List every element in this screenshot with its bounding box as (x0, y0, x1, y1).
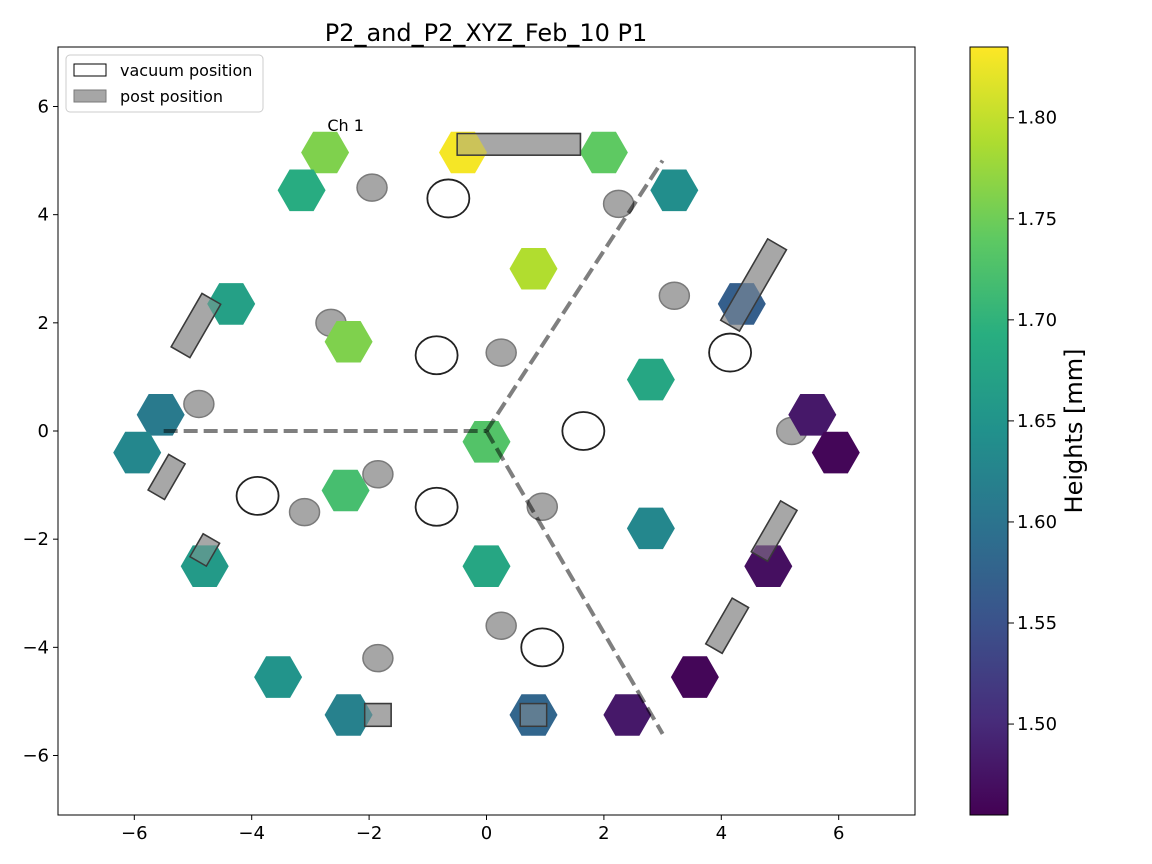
vacuum-circle-5 (414, 486, 459, 527)
post-rect-overlay-6 (704, 597, 750, 655)
post-rect-overlay-2 (170, 292, 222, 359)
post-rect-overlay-3 (147, 453, 187, 501)
hexagon-5 (509, 248, 558, 290)
colorbar-tick-label-6: 1.80 (1017, 108, 1057, 129)
legend-box (65, 54, 264, 113)
hexagon-13 (321, 469, 370, 512)
colorbar-label: Heights [mm] (1060, 349, 1088, 514)
post-circle-5 (183, 389, 215, 419)
y-tick-label-5: 4 (38, 205, 49, 226)
vacuum-circle-0 (426, 178, 471, 219)
vacuum-circle-2 (708, 332, 752, 373)
hexagon-14 (788, 394, 837, 436)
post-circle-4 (485, 338, 517, 367)
vacuum-circles (235, 178, 752, 668)
colorbar: 1.50 1.55 1.60 1.65 1.70 1.75 1.80 Heights [mm… (969, 46, 1088, 816)
colorbar-tick-label-3: 1.65 (1017, 411, 1057, 432)
post-rect-overlay-0 (456, 132, 582, 156)
post-circle-0 (356, 173, 388, 202)
post-rect-overlay-8 (519, 702, 548, 728)
hexagon-6 (207, 283, 256, 325)
hexagon-8 (717, 283, 766, 325)
colorbar-tick-label-0: 1.50 (1017, 714, 1057, 735)
post-circle-8 (288, 497, 321, 527)
colorbar-tick-label-5: 1.75 (1017, 209, 1057, 230)
hexagon-20 (254, 656, 303, 698)
post-circle-10 (485, 611, 517, 640)
post-rectangle-overlays (147, 132, 799, 728)
x-tick-label-0: −6 (121, 823, 148, 844)
colorbar-ticks: 1.50 1.55 1.60 1.65 1.70 1.75 1.80 (1008, 108, 1057, 735)
y-tick-label-2: −2 (22, 529, 49, 550)
plot-area: Ch 1 (57, 46, 916, 816)
hexagon-15 (811, 431, 860, 474)
hexagon-2 (439, 131, 487, 174)
dashed-line-2 (484, 429, 665, 735)
hexagon-22 (324, 694, 373, 736)
hexagon-17 (180, 545, 229, 587)
x-tick-label-2: −2 (356, 823, 383, 844)
hexagon-16 (626, 507, 675, 550)
vacuum-circle-3 (561, 411, 606, 451)
dashed-lines (163, 159, 665, 735)
x-tick-label-1: −4 (238, 823, 265, 844)
x-axis: −6 −4 −2 0 2 4 6 (121, 815, 844, 844)
hexagon-21 (670, 656, 719, 698)
y-axis: −6 −4 −2 0 2 4 6 (22, 96, 58, 767)
legend-post-swatch (73, 89, 107, 103)
y-tick-label-4: 2 (38, 313, 49, 334)
channel-annotation: Ch 1 (327, 116, 364, 135)
hexagon-0 (301, 131, 350, 174)
hexagon-19 (744, 545, 793, 587)
chart-title: P2_and_P2_XYZ_Feb_10 P1 (325, 19, 648, 47)
hexagon-1 (277, 169, 326, 212)
post-circle-2 (658, 281, 691, 311)
colorbar-tick-label-4: 1.70 (1017, 310, 1057, 331)
hexagon-11 (113, 431, 162, 474)
x-tick-label-5: 4 (716, 823, 727, 844)
vacuum-circle-6 (520, 627, 565, 668)
colorbar-tick-label-1: 1.55 (1017, 613, 1057, 634)
vacuum-circle-4 (235, 476, 280, 516)
y-tick-label-0: −6 (22, 746, 49, 767)
hexagon-10 (136, 394, 185, 436)
x-tick-label-6: 6 (833, 823, 844, 844)
hexagon-24 (603, 694, 652, 736)
legend-vacuum-swatch (73, 63, 107, 77)
x-tick-label-4: 2 (598, 823, 609, 844)
colorbar-gradient (969, 46, 1009, 816)
colorbar-tick-label-2: 1.60 (1017, 512, 1057, 533)
post-circle-11 (362, 643, 394, 673)
post-circle-7 (362, 460, 394, 489)
y-tick-label-6: 6 (38, 96, 49, 117)
post-rect-overlay-5 (750, 499, 799, 563)
hexagon-3 (579, 131, 628, 174)
hexagon-7 (324, 321, 373, 363)
hexagon-4 (650, 169, 699, 212)
hexagon-9 (626, 358, 675, 401)
legend-vacuum-label: vacuum position (120, 61, 252, 80)
legend: vacuum position post position (65, 54, 264, 113)
post-rect-overlay-1 (719, 237, 788, 333)
hexagon-23 (509, 694, 558, 736)
post-circle-9 (526, 492, 559, 521)
y-tick-label-3: 0 (38, 421, 49, 442)
x-tick-label-3: 0 (481, 823, 492, 844)
vacuum-circle-1 (414, 335, 459, 376)
hexagon-18 (462, 545, 511, 587)
legend-post-label: post position (120, 87, 223, 106)
y-tick-label-1: −4 (22, 637, 49, 658)
post-rect-overlay-4 (188, 532, 221, 568)
post-rect-overlay-7 (363, 702, 392, 728)
dashed-line-1 (484, 159, 665, 433)
